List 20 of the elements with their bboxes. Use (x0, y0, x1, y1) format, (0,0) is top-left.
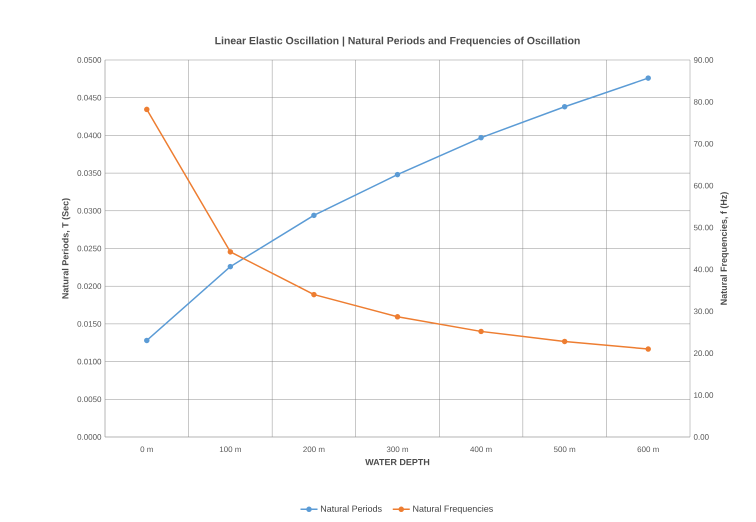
legend-label: Natural Frequencies (413, 505, 493, 514)
point (311, 292, 317, 298)
point (228, 249, 234, 255)
chart-title: Linear Elastic Oscillation | Natural Periods and Frequencies of Oscillation (215, 36, 580, 47)
point (394, 314, 400, 320)
x-axis-title: WATER DEPTH (365, 458, 430, 466)
point (478, 328, 484, 334)
legend-label: Natural Periods (320, 505, 382, 512)
point (645, 346, 651, 352)
point (562, 338, 568, 344)
point (144, 106, 150, 112)
point (144, 338, 150, 344)
point (562, 104, 568, 110)
point (478, 134, 484, 140)
y-axis-title: Natural Periods, T (Sec) (62, 198, 70, 298)
point (228, 264, 234, 270)
y2-axis-title: Natural Frequencies, f (Hz) (720, 192, 729, 305)
point (394, 172, 400, 178)
point (311, 212, 317, 218)
point (645, 75, 651, 81)
